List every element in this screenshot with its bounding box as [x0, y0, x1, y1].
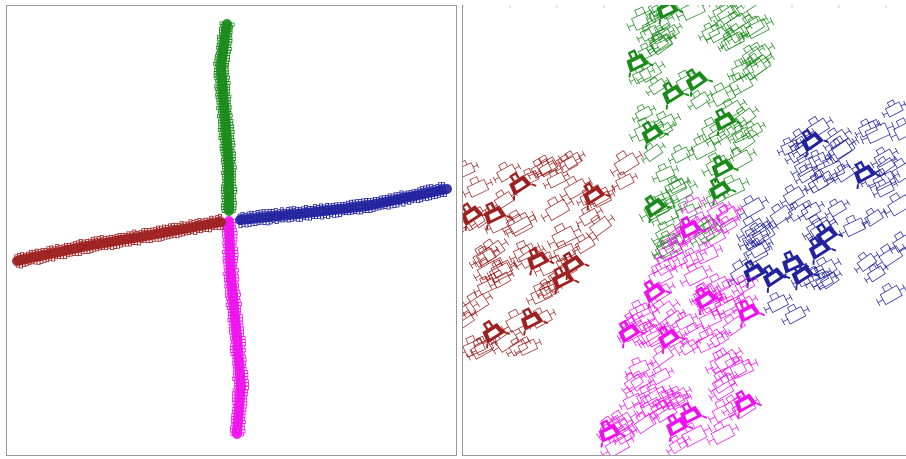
- overview-canvas: [12, 19, 452, 439]
- overview-panel: [6, 5, 457, 456]
- zoom-canvas: [463, 5, 906, 455]
- zoom-arm-north: [626, 5, 776, 260]
- arm-east: [235, 182, 452, 229]
- arm-south: [221, 216, 249, 439]
- zoom-arms: [463, 5, 906, 455]
- arm-west: [12, 213, 226, 269]
- arm-north: [213, 19, 238, 216]
- zoom-arm-west: [463, 150, 644, 361]
- overview-arms: [12, 19, 452, 439]
- zoom-arm-south: [596, 194, 766, 455]
- zoom-panel: [462, 5, 906, 456]
- zoom-arm-east: [725, 99, 906, 326]
